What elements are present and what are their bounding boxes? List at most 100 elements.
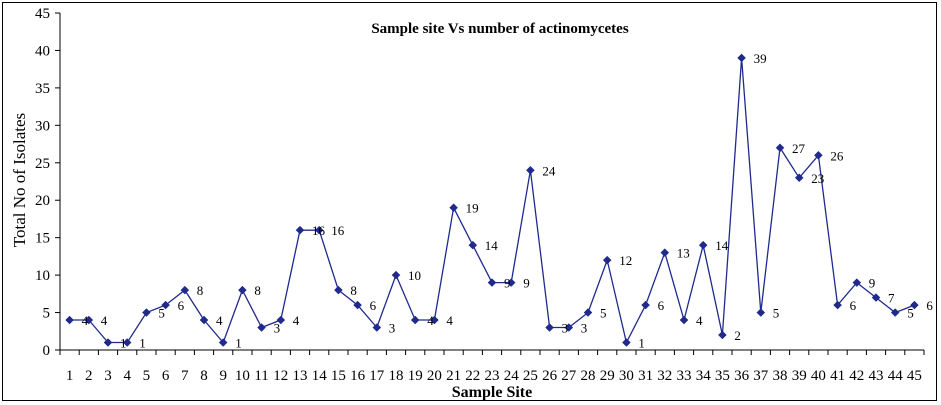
data-label: 10 — [408, 268, 421, 283]
x-tick-label: 19 — [408, 368, 423, 384]
data-point-marker — [468, 240, 478, 250]
x-tick-label: 14 — [312, 368, 328, 384]
data-point-marker — [583, 308, 593, 317]
x-tick-label: 12 — [273, 368, 288, 384]
data-label: 4 — [293, 313, 300, 328]
data-label: 9 — [523, 276, 530, 291]
data-point-marker — [238, 285, 247, 295]
x-tick-label: 30 — [619, 368, 634, 384]
data-label: 3 — [581, 321, 588, 336]
x-tick-label: 13 — [293, 368, 308, 384]
data-point-marker — [161, 300, 170, 310]
x-tick-label: 24 — [504, 368, 520, 384]
data-label: 8 — [350, 283, 357, 298]
data-label: 3 — [274, 321, 281, 336]
data-point-marker — [314, 225, 324, 235]
data-label: 24 — [542, 163, 556, 178]
data-point-marker — [775, 143, 785, 153]
data-point-marker — [410, 315, 420, 325]
data-label: 5 — [158, 306, 165, 321]
data-label: 27 — [792, 141, 806, 156]
data-label: 8 — [197, 283, 204, 298]
y-tick-label: 20 — [35, 193, 50, 209]
x-tick-label: 4 — [123, 368, 131, 384]
data-point-marker — [698, 240, 708, 250]
data-point-marker — [794, 173, 804, 183]
x-tick-label: 6 — [162, 368, 170, 384]
data-point-marker — [641, 300, 650, 310]
data-point-marker — [449, 203, 458, 213]
data-point-marker — [814, 150, 823, 160]
y-tick-label: 0 — [43, 343, 51, 359]
x-tick-label: 21 — [446, 368, 461, 384]
data-point-marker — [718, 330, 727, 340]
data-label: 23 — [811, 171, 824, 186]
y-tick-label: 25 — [35, 156, 50, 172]
data-point-marker — [199, 315, 209, 325]
data-point-marker — [910, 300, 919, 310]
data-label: 39 — [754, 51, 767, 66]
x-tick-label: 1 — [66, 368, 74, 384]
y-tick-label: 5 — [43, 306, 51, 322]
data-label: 14 — [485, 238, 499, 253]
data-point-marker — [737, 53, 746, 63]
data-label: 6 — [850, 298, 857, 313]
data-label: 4 — [101, 313, 108, 328]
x-tick-label: 22 — [465, 368, 480, 384]
data-point-marker — [545, 323, 554, 332]
x-axis-title: Sample Site — [452, 384, 532, 401]
x-tick-label: 38 — [773, 368, 788, 384]
data-label: 5 — [600, 306, 607, 321]
data-point-marker — [833, 300, 842, 310]
x-tick-label: 43 — [869, 368, 884, 384]
data-label: 2 — [734, 328, 741, 343]
data-point-marker — [334, 285, 343, 295]
x-tick-label: 9 — [219, 368, 227, 384]
x-tick-label: 27 — [561, 368, 577, 384]
x-tick-label: 37 — [753, 368, 769, 384]
x-tick-label: 18 — [389, 368, 404, 384]
y-tick-label: 40 — [35, 43, 50, 59]
data-label: 4 — [446, 313, 453, 328]
data-label: 7 — [888, 291, 895, 306]
data-point-marker — [526, 165, 535, 175]
data-point-marker — [295, 225, 305, 235]
data-label: 9 — [869, 276, 876, 291]
data-point-marker — [871, 293, 881, 302]
y-tick-label: 35 — [35, 81, 50, 97]
data-point-marker — [180, 285, 190, 295]
data-point-marker — [276, 315, 286, 325]
x-tick-label: 11 — [254, 368, 268, 384]
x-tick-label: 7 — [181, 368, 189, 384]
data-point-marker — [430, 315, 439, 325]
data-label: 1 — [235, 336, 242, 351]
data-label: 6 — [178, 298, 185, 313]
x-tick-label: 32 — [657, 368, 672, 384]
x-tick-label: 23 — [485, 368, 500, 384]
data-label: 16 — [331, 223, 345, 238]
x-tick-label: 8 — [200, 368, 208, 384]
data-label: 26 — [830, 148, 844, 163]
data-label: 19 — [466, 201, 479, 216]
axes — [55, 12, 925, 355]
data-label: 3 — [562, 321, 569, 336]
data-label: 13 — [677, 246, 690, 261]
data-label: 6 — [658, 298, 665, 313]
y-tick-label: 30 — [35, 118, 50, 134]
y-tick-label: 45 — [35, 6, 50, 22]
x-tick-labels: 1 2 3 4 5 6 7 8 9 10 11 12 13 14 15 16 17 18 19 20 21 22 23 24 2… — [66, 368, 922, 384]
x-tick-label: 41 — [830, 368, 845, 384]
data-point-marker — [372, 323, 382, 332]
x-tick-label: 34 — [696, 368, 712, 384]
data-label: 4 — [216, 313, 223, 328]
data-point-marker — [660, 248, 670, 257]
data-label: 5 — [907, 306, 914, 321]
x-tick-label: 36 — [734, 368, 750, 384]
x-tick-label: 40 — [811, 368, 826, 384]
chart-frame — [2, 2, 937, 401]
chart-title: Sample site Vs number of actinomycetes — [371, 21, 628, 37]
data-label: 4 — [427, 313, 434, 328]
x-tick-label: 15 — [331, 368, 346, 384]
data-point-marker — [218, 338, 228, 347]
